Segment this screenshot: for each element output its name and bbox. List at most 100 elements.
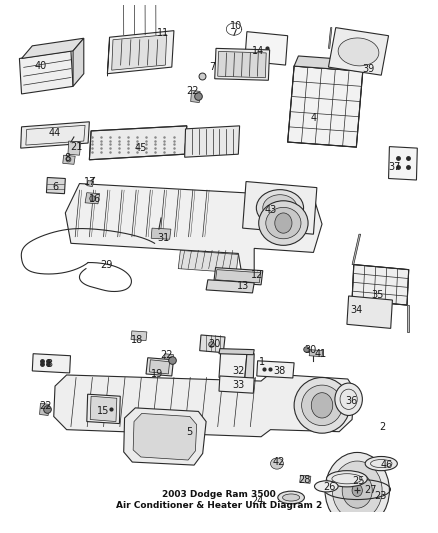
Text: 11: 11 [157,28,170,38]
Polygon shape [328,28,332,49]
Text: 20: 20 [208,338,221,349]
Polygon shape [90,396,117,422]
Circle shape [332,461,382,520]
Text: 13: 13 [237,281,249,292]
Polygon shape [257,361,294,378]
Polygon shape [178,251,238,273]
Polygon shape [131,331,147,341]
Polygon shape [219,349,254,355]
Text: 24: 24 [251,496,264,505]
Text: 35: 35 [371,290,384,300]
Polygon shape [21,122,89,148]
Text: 22: 22 [160,350,173,360]
Text: 6: 6 [52,182,58,191]
Polygon shape [300,475,311,483]
Polygon shape [46,177,65,193]
Ellipse shape [283,494,300,501]
Text: 18: 18 [131,335,144,344]
Polygon shape [245,354,254,379]
Circle shape [342,473,372,508]
Text: 21: 21 [71,142,83,152]
Text: 29: 29 [100,260,113,270]
Polygon shape [107,31,174,74]
Text: 45: 45 [135,143,147,153]
Text: 42: 42 [273,457,285,467]
Polygon shape [214,268,263,285]
Polygon shape [54,374,354,437]
Polygon shape [352,234,360,264]
Text: 4: 4 [311,113,317,123]
Ellipse shape [294,377,350,433]
Polygon shape [87,394,120,424]
Ellipse shape [271,458,283,469]
Text: 1: 1 [259,357,265,367]
Polygon shape [215,270,261,283]
Polygon shape [107,37,110,76]
Text: 14: 14 [251,46,264,56]
Polygon shape [73,38,84,86]
Polygon shape [87,181,94,187]
Ellipse shape [302,385,343,425]
Ellipse shape [338,38,379,66]
Circle shape [325,453,389,528]
Circle shape [352,484,362,497]
Polygon shape [288,66,363,147]
Text: 22: 22 [186,86,199,96]
Text: 38: 38 [273,366,285,376]
Circle shape [335,383,362,416]
Text: 8: 8 [65,154,71,163]
Text: 2: 2 [379,422,385,432]
Polygon shape [245,31,288,65]
Text: 44: 44 [49,128,61,138]
Text: 30: 30 [304,345,316,354]
Polygon shape [89,126,187,160]
Ellipse shape [314,481,338,492]
Polygon shape [146,358,173,376]
Text: 33: 33 [232,380,244,390]
Text: 25: 25 [352,477,365,486]
Text: 32: 32 [232,366,244,376]
Circle shape [275,213,292,233]
Polygon shape [164,354,173,366]
Polygon shape [389,147,417,180]
Text: 7: 7 [209,62,215,72]
Text: 31: 31 [157,233,170,243]
Ellipse shape [365,456,397,471]
Text: 17: 17 [84,176,96,187]
Text: 23: 23 [374,491,386,502]
Polygon shape [219,376,254,393]
Text: 28: 28 [299,475,311,485]
Text: 46: 46 [380,460,392,470]
Polygon shape [65,183,322,279]
Polygon shape [407,305,409,332]
Text: 10: 10 [230,21,242,30]
Ellipse shape [259,201,308,245]
Polygon shape [200,335,225,353]
Polygon shape [243,182,317,234]
Ellipse shape [326,471,367,487]
Polygon shape [32,354,71,373]
Text: 12: 12 [251,270,264,280]
Text: 43: 43 [265,205,277,215]
Polygon shape [218,51,266,78]
Polygon shape [328,28,389,75]
Polygon shape [215,49,270,80]
Polygon shape [309,350,323,357]
Ellipse shape [266,207,301,239]
Polygon shape [39,403,49,416]
Polygon shape [347,296,392,328]
Text: 41: 41 [315,349,327,359]
Polygon shape [133,414,197,460]
Ellipse shape [263,195,297,221]
Polygon shape [112,35,166,70]
Polygon shape [185,126,240,157]
Polygon shape [21,38,84,59]
Polygon shape [191,91,200,102]
Text: 3: 3 [46,359,53,369]
Polygon shape [206,280,254,293]
Text: 34: 34 [350,305,363,315]
Polygon shape [85,193,100,204]
Text: 26: 26 [324,482,336,492]
Text: 19: 19 [151,369,163,379]
Text: 22: 22 [39,401,51,411]
